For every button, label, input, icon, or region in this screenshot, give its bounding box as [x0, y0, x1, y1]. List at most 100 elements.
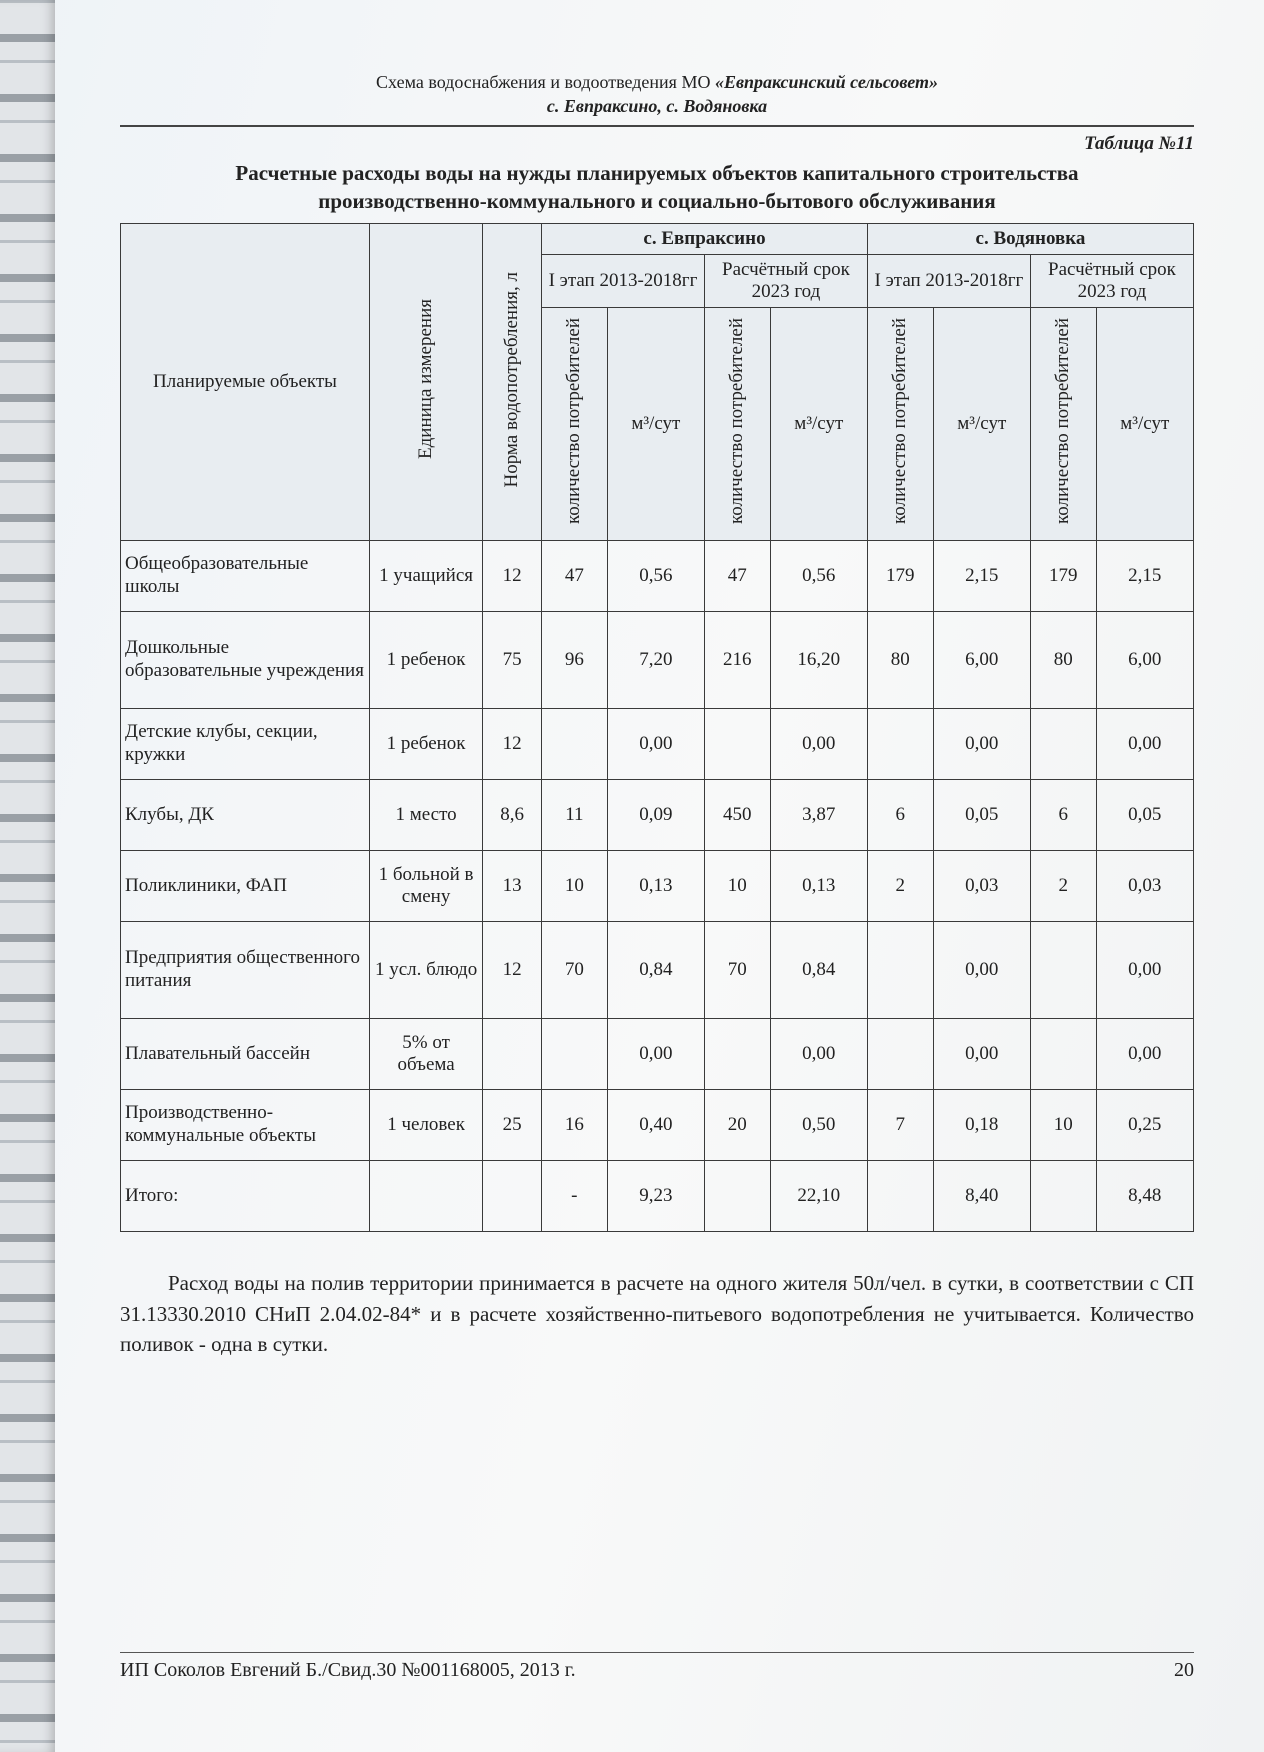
cell: 7,20 [607, 612, 704, 709]
cell: 0,09 [607, 780, 704, 851]
table-title-l1: Расчетные расходы воды на нужды планируе… [235, 161, 1078, 185]
cell: 12 [483, 922, 542, 1019]
cell: 1 место [370, 780, 483, 851]
cell: 6 [1030, 780, 1096, 851]
cell: 2,15 [933, 541, 1030, 612]
th-e-stage1: I этап 2013-2018гг [542, 255, 705, 308]
cell: 1 человек [370, 1090, 483, 1161]
cell: 0,00 [607, 709, 704, 780]
th-objects: Планируемые объекты [121, 224, 370, 541]
cell: Общеобразовательные школы [121, 541, 370, 612]
cell: 0,50 [770, 1090, 867, 1161]
th-m3: м³/сут [1096, 308, 1193, 541]
th-qty: количество потребителей [1030, 308, 1096, 541]
table-head: Планируемые объекты Единица измерения Но… [121, 224, 1194, 541]
th-v-stage1: I этап 2013-2018гг [867, 255, 1030, 308]
cell: 0,84 [607, 922, 704, 1019]
cell: 0,00 [933, 1019, 1030, 1090]
cell: 6,00 [1096, 612, 1193, 709]
cell: 5% от объема [370, 1019, 483, 1090]
footer-left: ИП Соколов Евгений Б./Свид.30 №001168005… [120, 1659, 576, 1682]
cell: 10 [1030, 1090, 1096, 1161]
cell [483, 1161, 542, 1232]
cell: 0,25 [1096, 1090, 1193, 1161]
cell: 179 [867, 541, 933, 612]
cell: Дошкольные образовательные учреждения [121, 612, 370, 709]
body-paragraph: Расход воды на полив территории принимае… [120, 1268, 1194, 1359]
cell: 179 [1030, 541, 1096, 612]
cell: 70 [704, 922, 770, 1019]
cell [1030, 922, 1096, 1019]
table-title-l2: производственно-коммунального и социальн… [318, 189, 996, 213]
cell [867, 709, 933, 780]
th-qty: количество потребителей [704, 308, 770, 541]
table-row: Итого:-9,2322,108,408,48 [121, 1161, 1194, 1232]
cell: 2 [867, 851, 933, 922]
cell: Плавательный бассейн [121, 1019, 370, 1090]
cell [542, 1019, 608, 1090]
cell: Клубы, ДК [121, 780, 370, 851]
table-row: Поликлиники, ФАП1 больной в смену13100,1… [121, 851, 1194, 922]
th-unit: Единица измерения [370, 224, 483, 541]
data-table: Планируемые объекты Единица измерения Но… [120, 223, 1194, 1232]
cell: 0,00 [933, 922, 1030, 1019]
cell: 12 [483, 709, 542, 780]
cell: 80 [867, 612, 933, 709]
table-number: Таблица №11 [120, 133, 1194, 155]
cell: Производственно-коммунальные объекты [121, 1090, 370, 1161]
cell: 0,00 [1096, 922, 1193, 1019]
cell: 8,6 [483, 780, 542, 851]
table-row: Клубы, ДК1 место8,6110,094503,8760,0560,… [121, 780, 1194, 851]
cell: 216 [704, 612, 770, 709]
page-header: Схема водоснабжения и водоотведения МО «… [120, 70, 1194, 127]
cell [1030, 1019, 1096, 1090]
header-bold: «Евпраксинский сельсовет» [715, 72, 938, 92]
cell: 9,23 [607, 1161, 704, 1232]
cell: 0,00 [933, 709, 1030, 780]
th-norm: Норма водопотребления, л [483, 224, 542, 541]
cell [1030, 709, 1096, 780]
cell: 6,00 [933, 612, 1030, 709]
cell: - [542, 1161, 608, 1232]
cell: 0,13 [770, 851, 867, 922]
binding-coil [0, 0, 55, 1752]
cell: 0,13 [607, 851, 704, 922]
cell: 0,00 [770, 1019, 867, 1090]
cell: 8,48 [1096, 1161, 1193, 1232]
th-qty: количество потребителей [867, 308, 933, 541]
cell [542, 709, 608, 780]
cell: Поликлиники, ФАП [121, 851, 370, 922]
th-qty: количество потребителей [542, 308, 608, 541]
header-line1: Схема водоснабжения и водоотведения МО «… [376, 72, 938, 92]
cell: 0,00 [607, 1019, 704, 1090]
cell: 13 [483, 851, 542, 922]
cell [370, 1161, 483, 1232]
cell: 1 ребенок [370, 612, 483, 709]
cell: 7 [867, 1090, 933, 1161]
cell: 0,84 [770, 922, 867, 1019]
cell [704, 1019, 770, 1090]
cell: 0,05 [933, 780, 1030, 851]
cell: 16 [542, 1090, 608, 1161]
cell: 10 [704, 851, 770, 922]
table-row: Производственно-коммунальные объекты1 че… [121, 1090, 1194, 1161]
cell: 10 [542, 851, 608, 922]
header-line2: с. Евпраксино, с. Водяновка [547, 96, 767, 116]
cell: 12 [483, 541, 542, 612]
th-m3: м³/сут [607, 308, 704, 541]
th-e-stage2: Расчётный срок 2023 год [704, 255, 867, 308]
cell: 22,10 [770, 1161, 867, 1232]
header-pre: Схема водоснабжения и водоотведения МО [376, 72, 715, 92]
cell: 0,00 [1096, 1019, 1193, 1090]
cell: 11 [542, 780, 608, 851]
cell: 1 учащийся [370, 541, 483, 612]
cell: 0,00 [770, 709, 867, 780]
th-v-stage2: Расчётный срок 2023 год [1030, 255, 1193, 308]
cell: 3,87 [770, 780, 867, 851]
th-loc1: с. Евпраксино [542, 224, 868, 255]
cell: 16,20 [770, 612, 867, 709]
th-loc2: с. Водяновка [867, 224, 1193, 255]
cell: 1 ребенок [370, 709, 483, 780]
cell: 0,56 [770, 541, 867, 612]
cell [867, 922, 933, 1019]
